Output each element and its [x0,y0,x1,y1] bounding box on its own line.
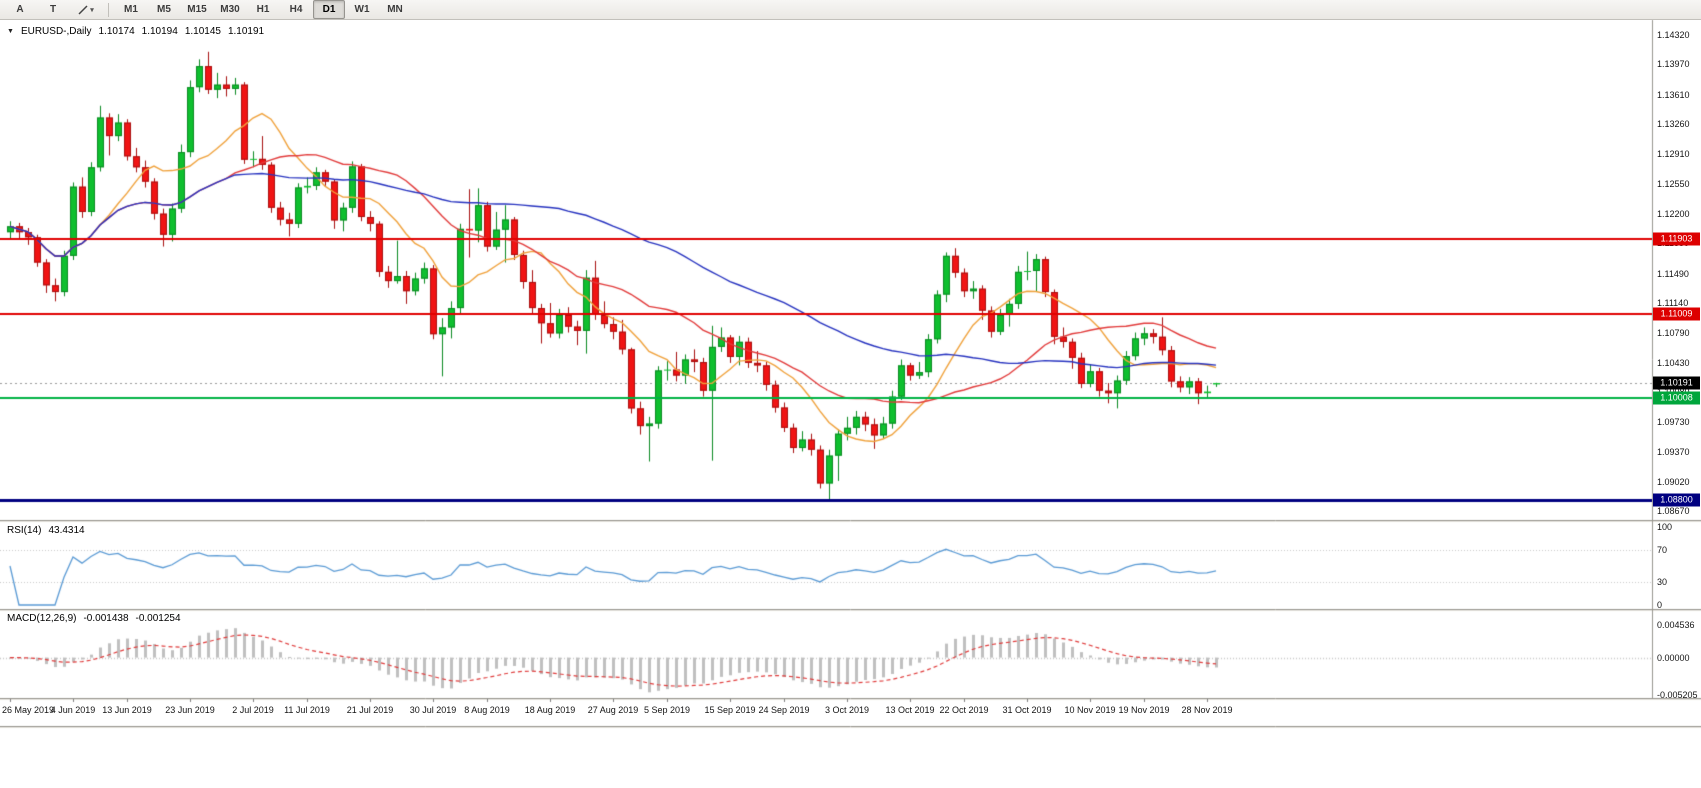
toolbar: A T ▾ M1 M5 M15 M30 H1 H4 D1 W1 MN [0,0,1701,20]
rsi-indicator-value: 43.4314 [48,525,85,536]
price-line-badge: 1.08800 [1653,493,1700,507]
price-axis-label: 1.12200 [1657,208,1690,219]
date-label: 15 Sep 2019 [704,705,756,715]
toolbar-separator [108,2,109,17]
date-label: 5 Sep 2019 [643,705,691,715]
price-axis-label: 1.12550 [1657,179,1690,190]
date-label: 8 Aug 2019 [464,705,510,715]
date-label: 19 Nov 2019 [1118,705,1170,715]
price-axis-label: 1.13260 [1657,119,1690,130]
date-label: 18 Aug 2019 [524,705,576,715]
date-label: 30 Jul 2019 [409,705,457,715]
macd-indicator-name: MACD(12,26,9) [7,613,77,624]
price-axis-label: 1.11140 [1657,298,1689,309]
price-line-badge: 1.10008 [1653,391,1700,405]
timeframe-button-m5[interactable]: M5 [157,4,171,15]
date-label: 13 Jun 2019 [102,705,152,715]
price-axis-label: 1.12910 [1657,148,1690,159]
timeframe-group: M1 M5 M15 M30 H1 H4 D1 W1 MN [115,0,411,19]
timeframe-button-w1[interactable]: W1 [354,4,370,15]
rsi-axis-label: 30 [1657,576,1668,587]
macd-indicator-value-main: -0.001438 [83,613,129,624]
ohlc-low: 1.10145 [184,26,221,37]
date-label: 31 Oct 2019 [1002,705,1052,715]
timeframe-button-m1[interactable]: M1 [124,4,138,15]
timeframe-button-h4[interactable]: H4 [289,4,303,15]
chart-title: ▼ EURUSD-,Daily 1.10174 1.10194 1.10145 … [7,26,264,37]
macd-label: MACD(12,26,9) -0.001438 -0.001254 [7,613,181,624]
rsi-axis-label: 0 [1657,600,1663,610]
date-label: 26 May 2019 [2,705,55,715]
date-label: 22 Oct 2019 [939,705,989,715]
price-axis-label: 1.11490 [1657,268,1689,279]
price-axis-label: 1.14320 [1657,29,1690,40]
price-axis-label: 1.13610 [1657,89,1690,100]
date-label: 27 Aug 2019 [587,705,639,715]
symbol-period-label: EURUSD-,Daily [20,26,92,37]
price-axis-label: 1.10430 [1657,357,1690,368]
text-tool[interactable]: T [37,0,69,19]
ohlc-high: 1.10194 [141,26,178,37]
timeframe-button-m30[interactable]: M30 [220,4,240,15]
date-label: 13 Oct 2019 [885,705,935,715]
rsi-axis-label: 70 [1657,545,1668,556]
date-label: 11 Jul 2019 [284,705,330,715]
price-axis-label: 1.13970 [1657,59,1690,70]
toolbar-tools-group: A T ▾ [4,0,102,19]
price-axis-label: 1.10790 [1657,327,1690,338]
price-axis-label: 1.09370 [1657,447,1690,458]
timeframe-button-mn[interactable]: MN [387,4,403,15]
price-line-badge: 1.11009 [1653,307,1700,321]
macd-axis-label: 0.004536 [1657,620,1695,630]
timeframe-button-d1[interactable]: D1 [313,0,345,19]
rsi-indicator-name: RSI(14) [7,525,42,536]
price-line-badge: 1.11903 [1653,232,1700,246]
current-price-badge: 1.10191 [1653,376,1700,390]
macd-axis-label: -0.005205 [1657,690,1698,700]
rsi-label: RSI(14) 43.4314 [7,525,85,536]
timeframe-button-h1[interactable]: H1 [256,4,270,15]
price-axis-label: 1.08670 [1657,506,1690,517]
date-label: 2 Jul 2019 [232,705,274,715]
ohlc-close: 1.10191 [227,26,265,37]
date-label: 28 Nov 2019 [1181,705,1233,715]
ohlc-open: 1.10174 [98,26,135,37]
date-label: 4 Jun 2019 [50,705,96,715]
date-label: 3 Oct 2019 [824,705,870,715]
trendline-icon [78,4,88,15]
objects-tool[interactable]: ▾ [70,0,102,19]
date-label: 21 Jul 2019 [346,705,394,715]
price-axis-label: 1.09730 [1657,416,1690,427]
macd-axis-label: 0.00000 [1657,652,1690,663]
date-label: 23 Jun 2019 [165,705,215,715]
symbol-marker-icon[interactable]: ▼ [7,28,14,35]
macd-indicator-value-signal: -0.001254 [135,613,181,624]
price-axis-label: 1.09020 [1657,476,1690,487]
rsi-axis-label: 100 [1657,522,1673,532]
date-label: 10 Nov 2019 [1064,705,1116,715]
date-label: 24 Sep 2019 [758,705,810,715]
dropdown-arrow-icon: ▾ [90,6,94,14]
cursor-tool[interactable]: A [4,0,36,19]
text-tool-label: T [49,4,57,15]
timeframe-button-m15[interactable]: M15 [187,4,207,15]
cursor-tool-label: A [16,4,24,15]
